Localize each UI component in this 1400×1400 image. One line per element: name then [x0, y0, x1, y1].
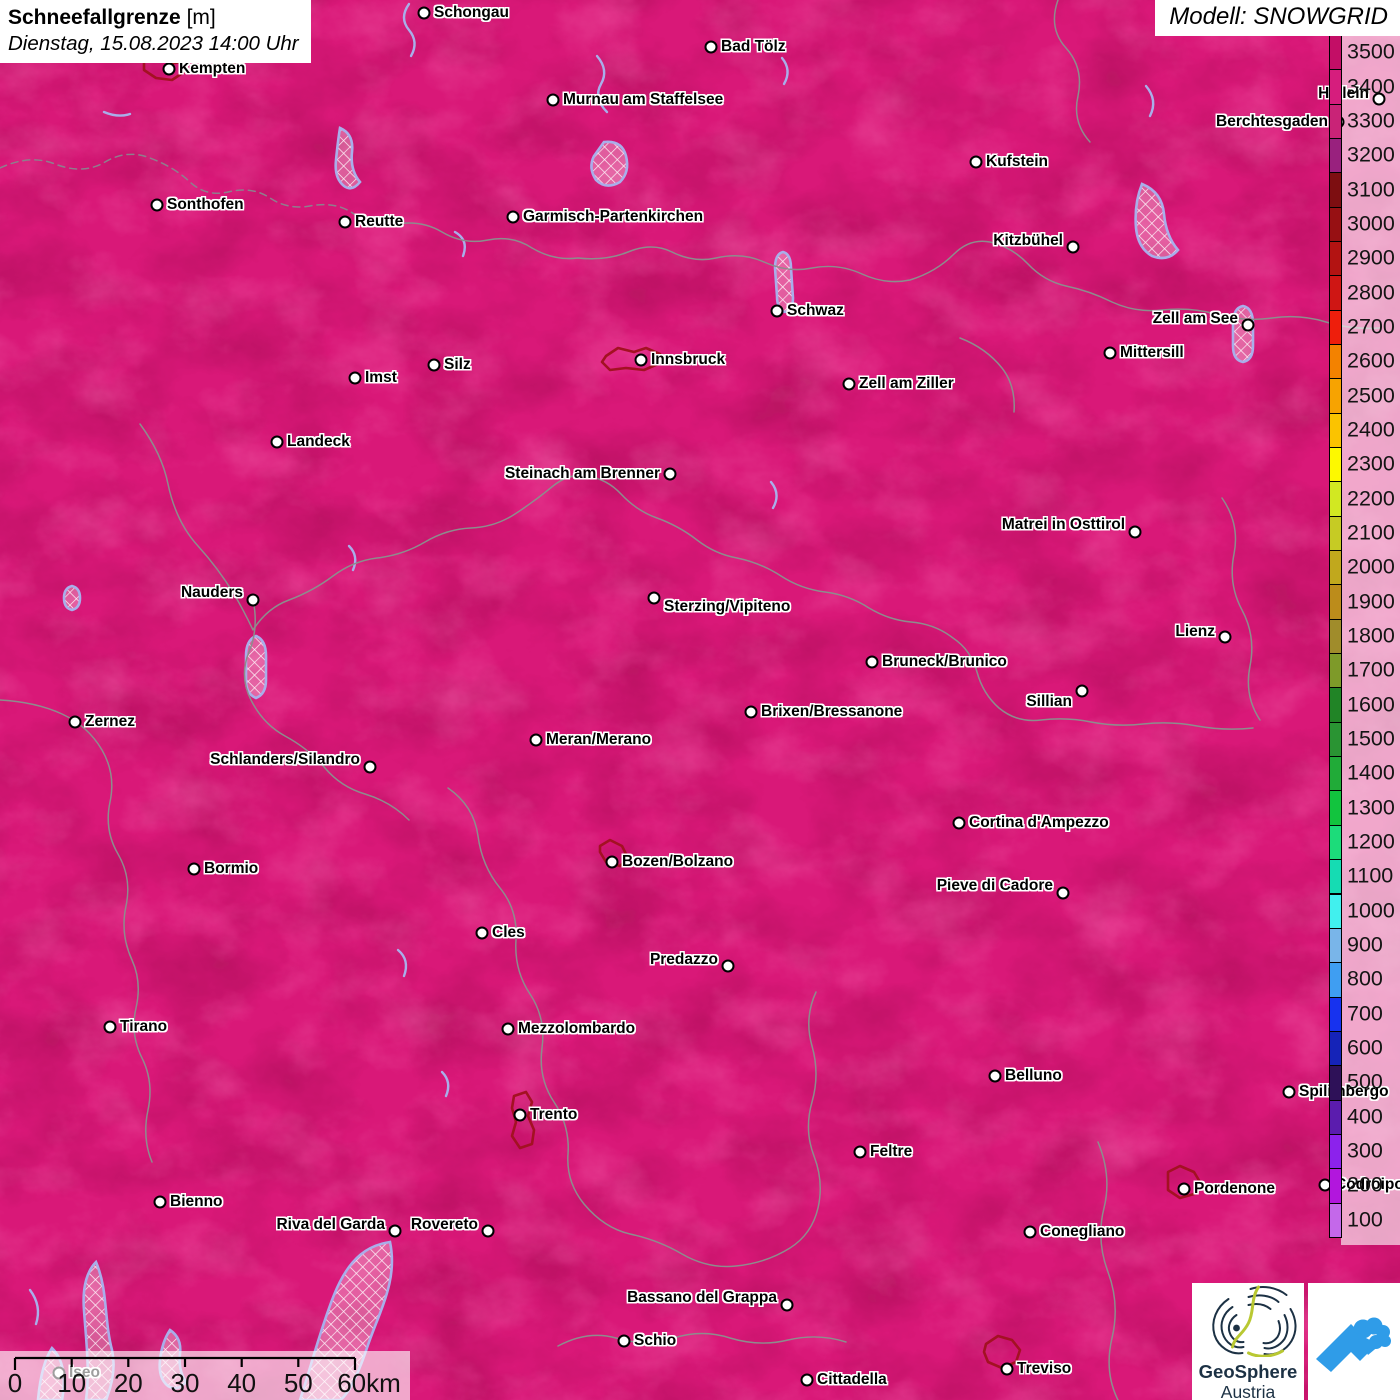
- scalebar-label: 0: [7, 1368, 23, 1398]
- model-label: Modell: SNOWGRID: [1155, 0, 1400, 36]
- mountain-cloud-icon: [1316, 1317, 1391, 1372]
- geosphere-logo-box: GeoSphere Austria: [1192, 1283, 1304, 1400]
- scalebar-label: 50: [283, 1368, 313, 1398]
- map-datetime: Dienstag, 15.08.2023 14:00 Uhr: [8, 32, 299, 55]
- partner-logo-box: [1308, 1283, 1400, 1400]
- scalebar-label: 40: [227, 1368, 257, 1398]
- geosphere-logo-subtitle: Austria: [1220, 1382, 1276, 1400]
- scalebar-label: 60km: [337, 1368, 401, 1398]
- map-title: Schneefallgrenze: [8, 6, 181, 29]
- geosphere-contour-icon: [1212, 1285, 1297, 1358]
- scalebar-ruler: [13, 1356, 357, 1370]
- legend-panel: [1341, 33, 1400, 1245]
- urban-outlines-layer: [142, 54, 1202, 1370]
- rivers-layer: [28, 2, 1155, 1326]
- scalebar-label: 30: [170, 1368, 200, 1398]
- geosphere-logo-title: GeoSphere: [1198, 1361, 1298, 1382]
- map-title-unit: [m]: [186, 6, 216, 29]
- scalebar-label: 10: [57, 1368, 87, 1398]
- scalebar-label: 20: [113, 1368, 143, 1398]
- scalebar: 0 10 20 30 40 50 60km: [0, 1351, 410, 1400]
- map-title-box: Schneefallgrenze [m] Dienstag, 15.08.202…: [0, 0, 311, 63]
